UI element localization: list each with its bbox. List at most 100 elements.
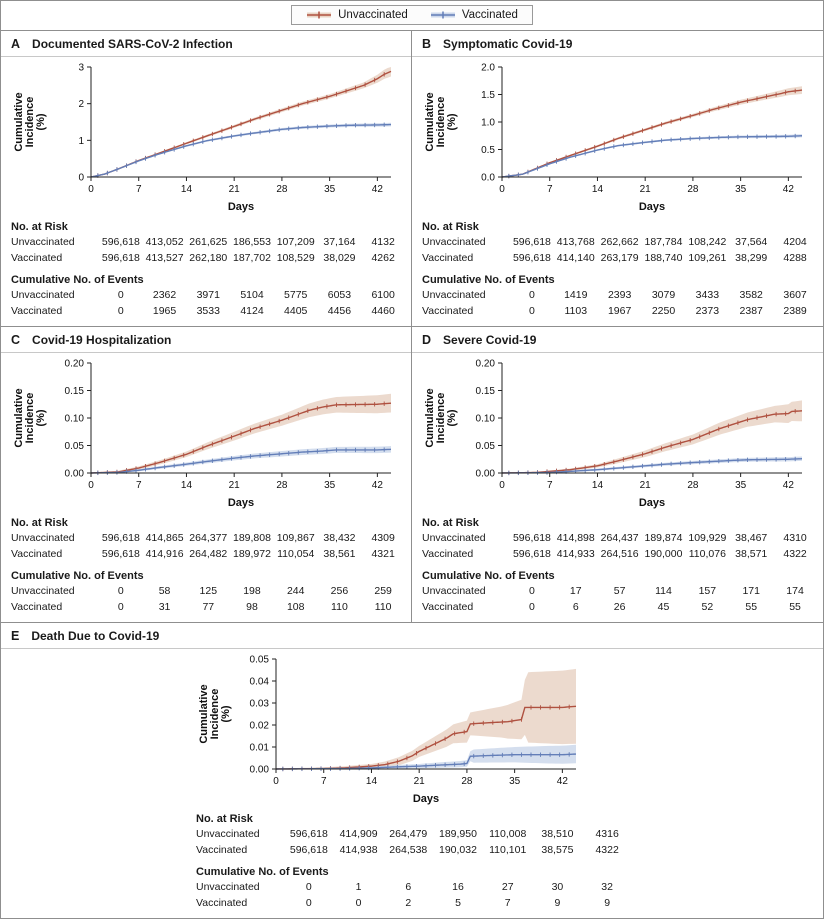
table-cell: 38,029 [323, 251, 356, 264]
table-cell: 261,625 [189, 236, 228, 248]
y-tick-label: 1 [78, 136, 84, 147]
table-cell: 186,553 [233, 236, 271, 248]
table-cell: 0 [305, 896, 312, 909]
row-label: Vaccinated [196, 843, 248, 856]
panel-E-body: 0 7 14 21 28 35 42 0.00 0.01 0.02 0.03 0.04 0.05 Days… [1, 649, 823, 918]
table-cell: 414,140 [556, 251, 595, 264]
x-tick-label: 21 [229, 480, 241, 491]
table-cell: 110 [331, 600, 348, 613]
table-cell: 174 [786, 585, 804, 597]
y-tick-label: 0.20 [65, 359, 85, 370]
table-cell: 1103 [564, 304, 588, 317]
x-tick-label: 42 [557, 776, 569, 787]
table-cell: 110,054 [277, 547, 315, 560]
table-cell: 110 [374, 600, 392, 613]
table-cell: 188,740 [644, 251, 683, 264]
panel-D-tables: No. at Risk Unvaccinated 596,618 414,898 264… [418, 517, 817, 615]
table-cell: 3607 [783, 289, 807, 301]
table-cell: 52 [701, 600, 714, 613]
at-risk-row-unvaccinated: Unvaccinated 596,618 414,898 264,437 189,874… [418, 531, 817, 547]
panel-D-body: 0 7 14 21 28 35 42 0.00 0.05 0.10 0.15 0.20 Days Cumu… [412, 353, 823, 622]
chart-panel-D: 0 7 14 21 28 35 42 0.00 0.05 0.10 0.15 0.20 Days Cumu… [424, 359, 803, 509]
x-axis-title: Days [228, 201, 254, 213]
table-cell: 4288 [783, 251, 807, 264]
y-tick-label: 0.5 [481, 145, 495, 156]
table-cell: 190,032 [439, 843, 477, 856]
table-cell: 1967 [607, 304, 632, 317]
table-cell: 27 [501, 881, 514, 893]
chart-panel-E: 0 7 14 21 28 35 42 0.00 0.01 0.02 0.03 0.04 0.05 Days… [198, 655, 577, 805]
table-cell: 4316 [595, 828, 619, 840]
x-tick-label: 35 [324, 184, 336, 195]
table-cell: 264,377 [189, 532, 228, 544]
y-tick-label: 0.05 [476, 441, 496, 452]
table-cell: 57 [613, 585, 626, 597]
events-row-unvaccinated: Unvaccinated 0 1 6 16 27 30 32 [192, 880, 632, 896]
panel-E-tables: No. at Risk Unvaccinated 596,618 414,909 264… [192, 813, 632, 911]
x-tick-label: 35 [735, 184, 747, 195]
x-tick-label: 7 [136, 480, 142, 491]
row-label: Unvaccinated [11, 289, 75, 301]
row-label: Vaccinated [196, 896, 248, 909]
row-label: Vaccinated [11, 304, 63, 317]
table-cell: 3433 [695, 289, 720, 301]
table-cell: 171 [742, 585, 760, 597]
x-axis-title: Days [228, 497, 254, 509]
panels-grid: A Documented SARS-CoV-2 Infection 0 7 14 21 28… [1, 31, 823, 918]
panel-B-header: B Symptomatic Covid-19 [412, 31, 823, 57]
table-cell: 4322 [783, 547, 807, 560]
y-tick-label: 3 [78, 63, 84, 74]
table-cell: 264,437 [600, 532, 639, 544]
at-risk-row-vaccinated: Vaccinated 596,618 414,938 264,538 190,032 11… [192, 843, 632, 859]
table-cell: 1419 [564, 289, 588, 301]
table-cell: 6 [572, 600, 579, 613]
events-row-vaccinated: Vaccinated 0 1103 1967 2250 2373 2387 2389 [418, 304, 817, 320]
legend-label-vaccinated: Vaccinated [461, 9, 518, 21]
table-cell: 5775 [284, 289, 308, 301]
panel-d-severe-covid19: D Severe Covid-19 0 7 14 21 28 35 42 0.00 0.05 0.10… [412, 327, 823, 623]
x-tick-label: 14 [592, 184, 604, 195]
x-tick-label: 14 [592, 480, 604, 491]
events-title: Cumulative No. of Events [422, 274, 555, 286]
panel-title: Symptomatic Covid-19 [443, 37, 573, 51]
table-cell: 0 [117, 600, 124, 613]
x-tick-label: 28 [687, 184, 699, 195]
table-cell: 596,618 [101, 547, 140, 560]
row-label: Unvaccinated [196, 881, 260, 893]
y-tick-label: 2.0 [481, 63, 495, 74]
table-cell: 0 [117, 304, 124, 317]
table-cell: 2393 [607, 289, 632, 301]
table-cell: 189,972 [233, 547, 271, 560]
table-cell: 414,909 [339, 828, 378, 840]
x-tick-label: 21 [640, 184, 652, 195]
table-cell: 189,874 [644, 532, 683, 544]
row-label: Vaccinated [422, 251, 474, 264]
table-cell: 114 [655, 585, 672, 597]
x-tick-label: 28 [276, 480, 288, 491]
at-risk-row-vaccinated: Vaccinated 596,618 414,933 264,516 190,000 11… [418, 547, 817, 563]
at-risk-row-vaccinated: Vaccinated 596,618 414,916 264,482 189,972 11… [7, 547, 405, 563]
table-cell: 596,618 [101, 236, 140, 248]
row-label: Vaccinated [11, 600, 63, 613]
table-cell: 38,299 [735, 251, 768, 264]
x-tick-label: 0 [499, 480, 505, 491]
table-cell: 263,179 [600, 251, 639, 264]
table-cell: 413,052 [145, 236, 184, 248]
table-cell: 0 [529, 304, 535, 317]
table-cell: 30 [551, 881, 564, 893]
table-cell: 157 [698, 585, 717, 597]
table-cell: 110,076 [688, 547, 726, 560]
table-cell: 6053 [327, 289, 352, 301]
table-cell: 9 [554, 896, 561, 909]
x-tick-label: 0 [88, 184, 94, 195]
table-cell: 190,000 [644, 547, 683, 560]
row-label: Unvaccinated [196, 828, 260, 840]
table-cell: 264,516 [600, 547, 639, 560]
table-cell: 58 [158, 585, 171, 597]
table-cell: 2373 [695, 304, 720, 317]
legend-row: Unvaccinated Vaccinated [1, 1, 823, 31]
table-cell: 9 [604, 896, 611, 909]
events-title: Cumulative No. of Events [11, 274, 144, 286]
events-row-vaccinated: Vaccinated 0 0 2 5 7 9 9 [192, 896, 632, 912]
